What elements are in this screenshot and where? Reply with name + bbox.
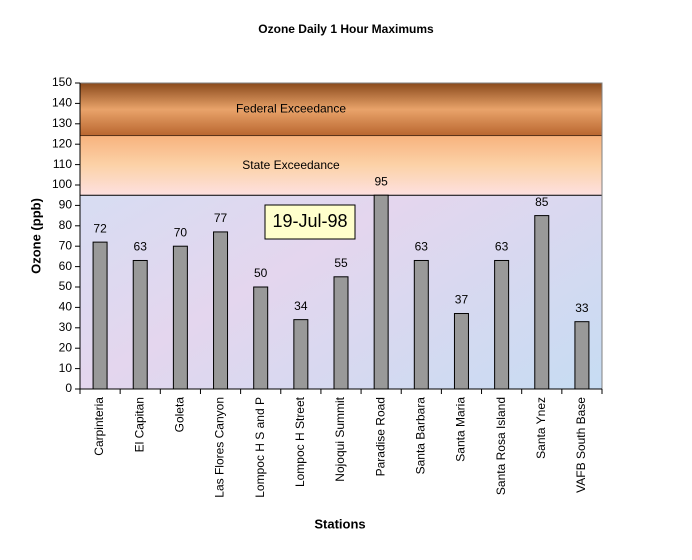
value-label: 34 (294, 299, 308, 313)
bar (453, 313, 469, 390)
value-label: 63 (415, 240, 429, 254)
value-label: 33 (575, 301, 589, 315)
value-label: 77 (214, 211, 228, 225)
x-tick-label: Santa Ynez (534, 397, 548, 459)
annotation: 19-Jul-98 (272, 211, 347, 231)
x-tick-label: VAFB South Base (574, 397, 588, 493)
bar (213, 231, 229, 390)
band-label: State Exceedance (242, 158, 340, 172)
y-tick-label: 40 (59, 300, 73, 314)
annotation-box (264, 204, 356, 240)
value-label: 55 (334, 256, 348, 270)
y-tick-label: 10 (59, 361, 73, 375)
x-tick-label: El Capitan (132, 397, 146, 452)
y-tick-label: 0 (65, 381, 72, 395)
y-axis-title: Ozone (ppb) (28, 198, 43, 274)
bar (132, 259, 148, 390)
bar (172, 245, 188, 390)
x-tick-label: Santa Rosa Island (494, 397, 508, 495)
bar (574, 321, 590, 390)
value-label: 50 (254, 266, 268, 280)
bar (373, 194, 389, 390)
value-label: 37 (455, 293, 469, 307)
value-label: 63 (495, 240, 509, 254)
bar (333, 276, 349, 390)
exceedance-band (80, 136, 602, 196)
x-tick-label: Paradise Road (373, 397, 387, 476)
y-tick-label: 140 (52, 96, 72, 110)
x-tick-label: Carpinteria (92, 397, 106, 456)
bar (293, 319, 309, 390)
y-tick-label: 60 (59, 259, 73, 273)
y-tick-label: 130 (52, 116, 72, 130)
y-tick-label: 110 (53, 157, 72, 171)
y-tick-label: 100 (52, 177, 72, 191)
y-tick-label: 120 (52, 136, 72, 150)
value-label: 72 (93, 221, 107, 235)
value-label: 85 (535, 195, 549, 209)
bar (253, 286, 269, 390)
bar (494, 259, 510, 390)
y-tick-label: 70 (59, 238, 73, 252)
band-label: Federal Exceedance (236, 102, 346, 116)
y-tick-label: 80 (59, 218, 73, 232)
x-tick-label: Santa Barbara (413, 397, 427, 475)
value-label: 95 (374, 174, 388, 188)
bar (534, 215, 550, 390)
exceedance-band (80, 83, 602, 137)
y-tick-label: 50 (59, 279, 73, 293)
chart-title: Ozone Daily 1 Hour Maximums (258, 22, 434, 36)
x-axis-title: Stations (314, 516, 365, 531)
y-tick-label: 90 (59, 198, 73, 212)
y-tick-label: 30 (59, 320, 73, 334)
value-label: 63 (134, 240, 148, 254)
bar (413, 259, 429, 390)
x-tick-label: Santa Maria (454, 397, 468, 462)
x-tick-label: Las Flores Canyon (213, 397, 227, 498)
x-tick-label: Lompoc H S and P (253, 397, 267, 498)
x-tick-label: Lompoc H Street (293, 396, 307, 487)
x-tick-label: Goleta (173, 397, 187, 433)
y-tick-label: 150 (52, 75, 72, 89)
value-label: 70 (174, 225, 188, 239)
x-tick-label: Nojoqui Summit (333, 396, 347, 481)
bar (92, 241, 108, 390)
y-tick-label: 20 (59, 340, 73, 354)
